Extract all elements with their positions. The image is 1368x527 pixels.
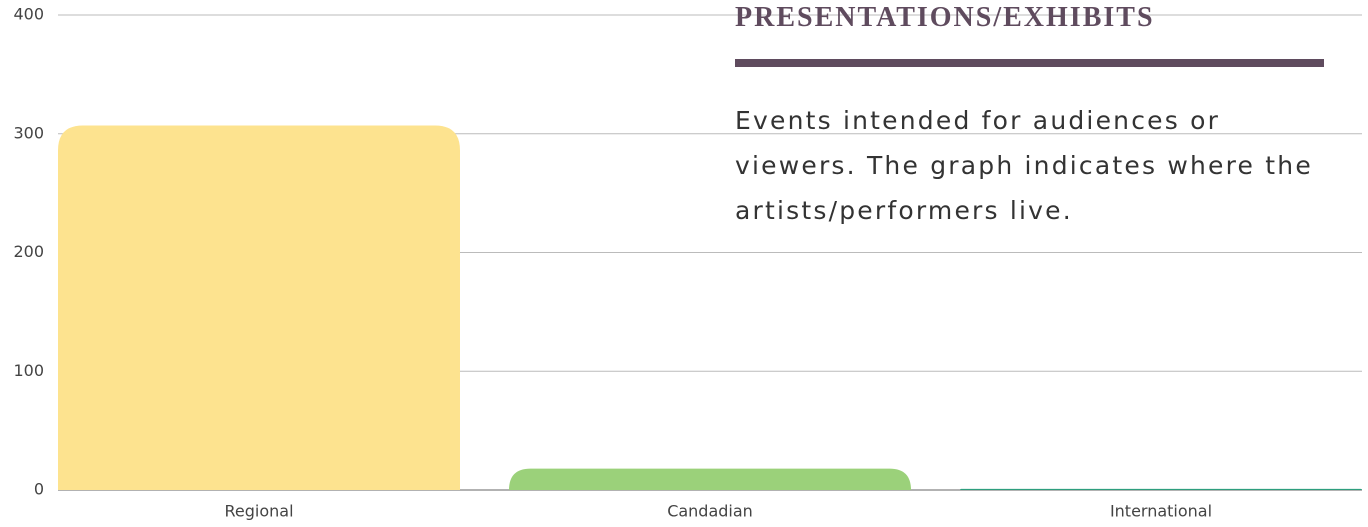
- bar: [58, 125, 460, 490]
- y-tick-label: 400: [13, 5, 44, 24]
- bar: [509, 468, 911, 490]
- y-tick-label: 100: [13, 361, 44, 380]
- chart-subtitle: Events intended for audiences or viewers…: [735, 106, 1313, 225]
- bar: [960, 488, 1362, 490]
- chart-title: PRESENTATIONS/EXHIBITS: [735, 2, 1155, 33]
- x-tick-label: Candadian: [667, 502, 753, 521]
- y-tick-label: 300: [13, 123, 44, 142]
- y-tick-label: 200: [13, 242, 44, 261]
- x-tick-label: Regional: [224, 502, 293, 521]
- title-rule: [735, 59, 1324, 67]
- x-tick-label: International: [1110, 502, 1212, 521]
- y-tick-label: 0: [34, 480, 44, 499]
